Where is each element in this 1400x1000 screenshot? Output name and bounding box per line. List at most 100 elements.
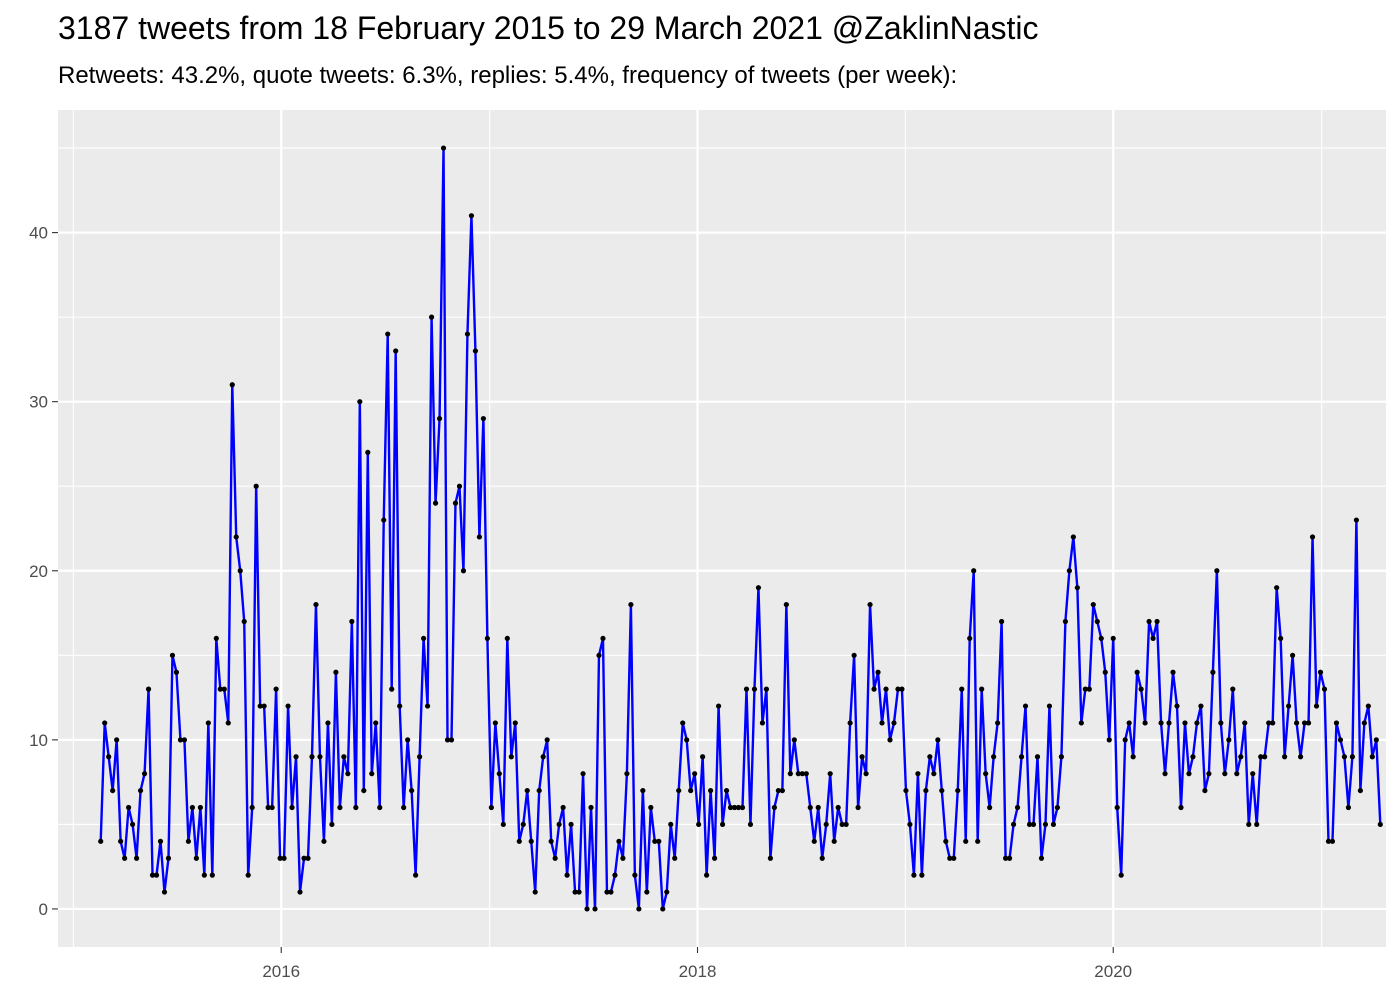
data-point bbox=[1226, 737, 1232, 743]
data-point bbox=[389, 686, 395, 692]
data-point bbox=[321, 838, 327, 844]
data-point bbox=[843, 821, 849, 828]
data-point bbox=[644, 889, 650, 895]
data-point bbox=[1333, 720, 1340, 726]
data-point bbox=[197, 804, 203, 811]
data-point bbox=[273, 686, 279, 692]
data-point bbox=[1150, 635, 1156, 642]
data-point bbox=[277, 855, 283, 861]
data-point bbox=[1038, 855, 1045, 861]
data-point bbox=[448, 737, 455, 743]
data-point bbox=[596, 652, 602, 658]
data-point bbox=[102, 720, 108, 726]
data-point bbox=[1066, 568, 1072, 574]
data-point bbox=[847, 720, 853, 726]
data-point bbox=[1026, 821, 1033, 828]
data-point bbox=[460, 568, 467, 574]
data-point bbox=[1082, 686, 1088, 692]
data-point bbox=[763, 686, 770, 692]
data-point bbox=[955, 787, 961, 794]
data-point bbox=[472, 348, 479, 354]
data-point bbox=[1238, 754, 1244, 760]
data-point bbox=[118, 838, 124, 844]
x-tick-label: 2018 bbox=[679, 962, 717, 981]
data-point bbox=[1309, 534, 1316, 540]
data-point bbox=[743, 686, 750, 692]
data-point bbox=[1365, 703, 1371, 709]
data-point bbox=[137, 787, 144, 794]
data-point bbox=[1254, 821, 1260, 828]
data-point bbox=[520, 821, 526, 828]
data-point bbox=[975, 838, 981, 844]
data-point bbox=[1258, 754, 1264, 760]
data-point bbox=[1154, 618, 1160, 625]
data-point bbox=[1246, 821, 1252, 828]
data-point bbox=[1030, 821, 1037, 828]
data-point bbox=[723, 787, 730, 794]
data-point bbox=[588, 804, 594, 811]
data-point bbox=[1290, 652, 1296, 658]
data-point bbox=[468, 213, 475, 219]
data-point bbox=[524, 787, 530, 794]
data-point bbox=[779, 787, 785, 794]
data-point bbox=[225, 720, 231, 726]
data-point bbox=[943, 838, 949, 844]
data-point bbox=[1058, 754, 1064, 760]
data-point bbox=[708, 787, 714, 794]
data-point bbox=[237, 568, 243, 574]
minor-gridlines bbox=[58, 110, 1386, 947]
data-point bbox=[1138, 686, 1144, 692]
data-point bbox=[1034, 754, 1041, 760]
data-point bbox=[604, 889, 610, 895]
data-point bbox=[405, 737, 411, 743]
data-point bbox=[1218, 720, 1224, 726]
x-axis: 2016 2018 2020 bbox=[262, 947, 1132, 981]
data-point bbox=[1321, 686, 1328, 692]
data-point bbox=[440, 145, 447, 151]
data-point bbox=[217, 686, 223, 692]
data-point bbox=[213, 635, 219, 642]
x-tick-label: 2020 bbox=[1094, 962, 1132, 981]
data-point bbox=[381, 517, 387, 523]
data-point bbox=[951, 855, 957, 861]
data-point bbox=[879, 720, 885, 726]
data-point bbox=[1190, 754, 1196, 760]
data-point bbox=[939, 787, 945, 794]
data-point bbox=[341, 754, 347, 760]
data-point bbox=[1301, 720, 1308, 726]
data-point bbox=[580, 771, 586, 777]
data-point bbox=[620, 855, 626, 861]
data-point bbox=[688, 787, 694, 794]
data-point bbox=[444, 737, 451, 743]
data-point bbox=[608, 889, 614, 895]
data-point bbox=[365, 449, 371, 456]
data-point bbox=[628, 601, 634, 608]
data-point bbox=[397, 703, 403, 709]
data-point bbox=[887, 737, 893, 743]
data-point bbox=[1070, 534, 1076, 540]
data-point bbox=[153, 872, 160, 878]
data-point bbox=[544, 737, 550, 743]
data-point bbox=[193, 855, 199, 861]
data-point bbox=[883, 686, 889, 692]
data-point bbox=[1222, 771, 1228, 777]
data-point bbox=[751, 686, 758, 692]
data-point bbox=[1361, 720, 1367, 726]
data-point bbox=[735, 804, 742, 811]
data-point bbox=[1090, 601, 1096, 608]
data-point bbox=[959, 686, 965, 692]
data-point bbox=[1022, 703, 1029, 709]
data-point bbox=[556, 821, 562, 828]
data-point bbox=[684, 737, 690, 743]
data-point bbox=[516, 838, 522, 844]
data-point bbox=[947, 855, 953, 861]
data-point bbox=[185, 838, 192, 844]
data-point bbox=[1357, 787, 1363, 794]
data-point bbox=[480, 415, 486, 422]
data-point bbox=[1329, 838, 1336, 844]
data-point bbox=[584, 906, 590, 912]
data-point bbox=[337, 804, 343, 811]
data-point bbox=[245, 872, 251, 878]
data-point bbox=[564, 872, 570, 878]
data-point bbox=[783, 601, 789, 608]
